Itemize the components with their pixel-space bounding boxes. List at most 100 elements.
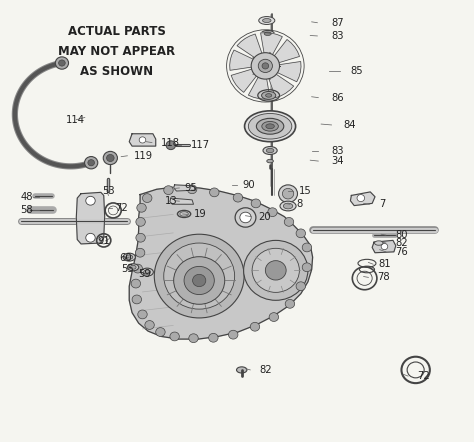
Polygon shape	[76, 192, 105, 244]
Ellipse shape	[263, 19, 271, 23]
Ellipse shape	[258, 90, 280, 101]
Circle shape	[357, 194, 365, 202]
Circle shape	[103, 151, 118, 164]
Circle shape	[173, 257, 225, 304]
Polygon shape	[267, 71, 294, 98]
Circle shape	[252, 248, 300, 292]
Polygon shape	[173, 185, 195, 191]
Circle shape	[209, 333, 218, 342]
Circle shape	[285, 299, 295, 308]
Ellipse shape	[280, 201, 296, 211]
Circle shape	[265, 261, 286, 280]
Ellipse shape	[144, 270, 151, 274]
Text: 72: 72	[115, 203, 128, 213]
Circle shape	[59, 60, 65, 66]
Circle shape	[302, 243, 312, 252]
Circle shape	[284, 217, 294, 226]
Ellipse shape	[259, 16, 275, 24]
Circle shape	[244, 240, 308, 300]
Polygon shape	[230, 50, 258, 70]
Ellipse shape	[248, 114, 292, 139]
Circle shape	[156, 328, 165, 336]
Circle shape	[258, 59, 273, 72]
Ellipse shape	[262, 91, 276, 99]
Text: 117: 117	[191, 140, 210, 150]
Ellipse shape	[263, 147, 277, 154]
Polygon shape	[248, 72, 270, 99]
Polygon shape	[273, 61, 301, 82]
Circle shape	[235, 208, 256, 227]
Circle shape	[145, 320, 155, 329]
Circle shape	[136, 248, 145, 257]
Ellipse shape	[374, 241, 383, 245]
Text: 58: 58	[20, 206, 33, 215]
Circle shape	[251, 199, 261, 208]
Text: 81: 81	[379, 259, 392, 269]
Circle shape	[170, 332, 179, 341]
Text: 7: 7	[379, 199, 385, 209]
Text: 19: 19	[193, 210, 206, 219]
Circle shape	[381, 244, 388, 250]
Text: 48: 48	[20, 192, 33, 202]
Text: 90: 90	[243, 180, 255, 190]
Text: 114: 114	[66, 114, 85, 125]
Text: 13: 13	[165, 196, 178, 206]
Circle shape	[296, 282, 306, 291]
Circle shape	[166, 141, 175, 150]
Circle shape	[210, 188, 219, 197]
Polygon shape	[271, 39, 300, 64]
Text: 76: 76	[395, 247, 408, 257]
Text: 53: 53	[102, 186, 115, 196]
Text: 8: 8	[296, 199, 302, 209]
Circle shape	[55, 57, 69, 69]
Text: 82: 82	[395, 238, 408, 248]
Circle shape	[251, 53, 280, 79]
Polygon shape	[129, 187, 313, 339]
Polygon shape	[372, 240, 396, 253]
Polygon shape	[170, 198, 193, 204]
Ellipse shape	[262, 122, 278, 131]
Text: 55: 55	[121, 263, 134, 274]
Circle shape	[88, 160, 94, 166]
Text: ACTUAL PARTS: ACTUAL PARTS	[68, 25, 165, 38]
Circle shape	[228, 330, 238, 339]
Circle shape	[86, 233, 95, 242]
Circle shape	[132, 295, 142, 304]
Text: 86: 86	[331, 93, 344, 103]
Ellipse shape	[141, 268, 154, 276]
Text: AS SHOWN: AS SHOWN	[80, 65, 153, 78]
Ellipse shape	[261, 30, 274, 37]
Circle shape	[302, 263, 312, 272]
Text: 72: 72	[418, 371, 430, 381]
Circle shape	[296, 229, 306, 238]
Circle shape	[164, 243, 235, 309]
Circle shape	[136, 217, 146, 226]
Circle shape	[133, 264, 143, 273]
Ellipse shape	[128, 264, 139, 271]
Ellipse shape	[256, 118, 284, 134]
Circle shape	[139, 137, 146, 143]
Ellipse shape	[267, 159, 273, 163]
Circle shape	[136, 233, 146, 242]
Text: 87: 87	[331, 18, 344, 28]
Ellipse shape	[266, 124, 274, 129]
Circle shape	[192, 274, 206, 287]
Circle shape	[250, 322, 260, 331]
Circle shape	[131, 279, 141, 288]
Polygon shape	[261, 33, 283, 59]
Text: 80: 80	[395, 230, 408, 240]
Circle shape	[155, 234, 244, 318]
Text: 85: 85	[350, 66, 363, 76]
Text: 119: 119	[134, 151, 153, 161]
Circle shape	[279, 185, 298, 202]
Ellipse shape	[265, 94, 272, 97]
Circle shape	[262, 63, 269, 69]
Ellipse shape	[130, 265, 136, 269]
Ellipse shape	[264, 32, 271, 35]
Polygon shape	[237, 34, 264, 61]
Circle shape	[240, 212, 251, 223]
Ellipse shape	[266, 149, 274, 152]
Text: 34: 34	[331, 156, 344, 166]
Text: 82: 82	[260, 365, 272, 375]
Ellipse shape	[126, 255, 133, 259]
